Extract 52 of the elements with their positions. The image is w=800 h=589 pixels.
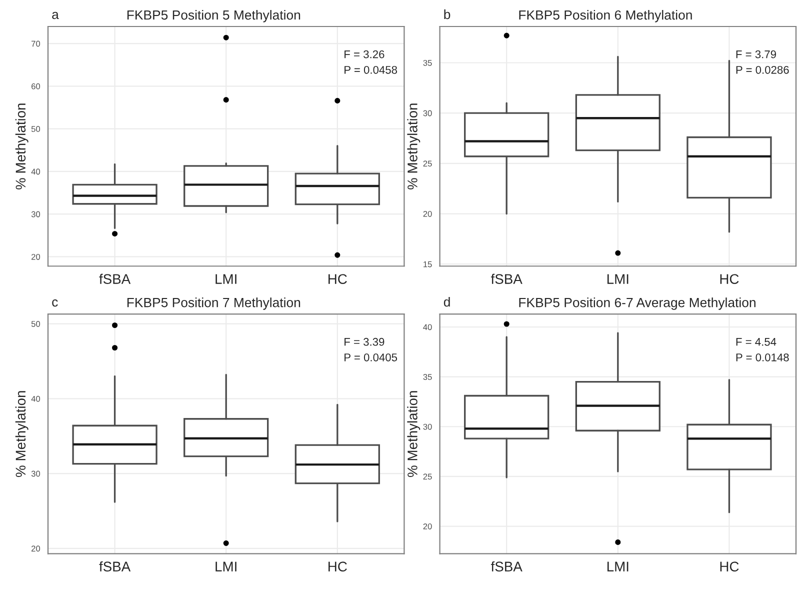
annotation: P = 0.0458 (344, 66, 398, 74)
y-axis-title: % Methylation (15, 104, 28, 190)
text: b (444, 9, 450, 20)
chart-title: FKBP5 Position 5 Methylation (127, 10, 300, 22)
annotation: F = 3.39 (344, 338, 384, 346)
y-tick-label: 50 (31, 126, 40, 132)
y-tick-label: 40 (31, 396, 40, 402)
y-axis-title: % Methylation (15, 391, 28, 477)
y-tick-label: 30 (31, 211, 40, 218)
text: c (52, 299, 58, 307)
x-tick-label: HC (720, 274, 739, 284)
chart-title: FKBP5 Position 7 Methylation (127, 298, 300, 310)
y-tick-label: 35 (423, 60, 432, 66)
y-tick-label: 40 (31, 168, 40, 175)
y-tick-label: 70 (32, 40, 40, 47)
annotation: F = 3.79 (736, 50, 776, 58)
chart-title: FKBP5 Position 6-7 Average Methylation (519, 298, 756, 310)
x-tick-label: fSBA (99, 561, 131, 572)
y-tick-label: 20 (32, 546, 40, 552)
x-tick-label: fSBA (490, 561, 522, 572)
annotation: F = 4.54 (736, 338, 776, 346)
y-tick-label: 40 (423, 324, 432, 330)
y-tick-label: 30 (31, 470, 40, 477)
x-tick-label: LMI (607, 274, 628, 284)
y-tick-label: 35 (423, 374, 432, 380)
y-tick-label: 25 (423, 474, 432, 480)
y-tick-label: 25 (423, 160, 432, 167)
chart-title: FKBP5 Position 6 Methylation (519, 10, 692, 22)
annotation: P = 0.0148 (736, 353, 789, 362)
annotation: P = 0.0286 (736, 66, 789, 74)
y-tick-label: 30 (423, 110, 432, 116)
annotation: P = 0.0405 (344, 353, 398, 362)
x-tick-label: HC (720, 562, 739, 572)
annotation: F = 3.26 (344, 50, 384, 58)
y-tick-label: 20 (423, 210, 432, 217)
y-axis-title: % Methylation (407, 104, 420, 190)
y-tick-label: 30 (423, 424, 432, 430)
x-tick-label: LMI (216, 562, 236, 572)
x-tick-label: HC (328, 562, 347, 572)
x-tick-label: HC (328, 274, 347, 284)
text: a (52, 12, 59, 20)
x-tick-label: fSBA (490, 274, 522, 284)
y-tick-label: 15 (424, 261, 432, 268)
x-tick-label: LMI (607, 562, 628, 572)
y-tick-label: 20 (32, 254, 40, 260)
y-tick-label: 20 (423, 523, 432, 530)
y-tick-label: 50 (31, 320, 40, 327)
x-tick-label: LMI (216, 274, 236, 284)
text: d (444, 296, 450, 307)
y-tick-label: 60 (32, 83, 40, 90)
y-axis-title: % Methylation (407, 391, 420, 477)
x-tick-label: fSBA (99, 274, 131, 284)
